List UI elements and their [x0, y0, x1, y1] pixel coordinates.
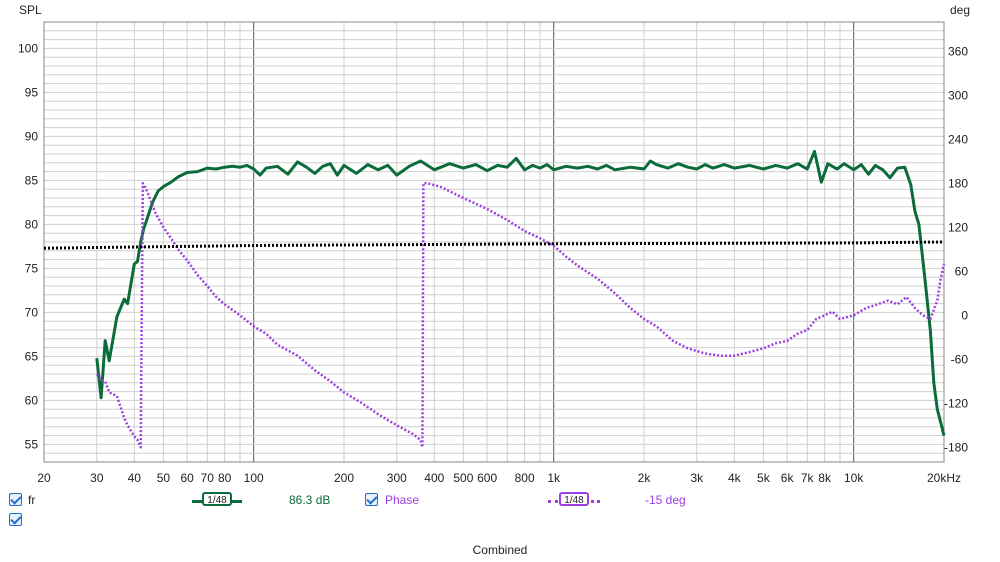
x-tick-label: 800 — [515, 471, 535, 485]
x-axis: 20 30 40 50 60 70 80 100 200 300 400 500 600 800 1k 2k 3… — [37, 471, 961, 485]
phase-series-line — [95, 182, 946, 449]
y-left-tick-label: 80 — [25, 217, 39, 231]
x-tick-label: 200 — [334, 471, 354, 485]
x-tick-label: 40 — [128, 471, 142, 485]
x-tick-label: 5k — [757, 471, 771, 485]
fr-legend-label: fr — [28, 493, 36, 507]
y-right-tick-label: -180 — [944, 440, 968, 454]
x-tick-label: 300 — [387, 471, 407, 485]
phase-checkbox[interactable] — [365, 493, 378, 506]
x-tick-label: 7k — [801, 471, 815, 485]
x-tick-label: 100 — [244, 471, 264, 485]
x-tick-label: 50 — [157, 471, 171, 485]
x-tick-label: 20 — [37, 471, 51, 485]
y-right-tick-label: -120 — [944, 396, 968, 410]
series-lines — [43, 149, 946, 449]
y-right-tick-label: 180 — [948, 176, 968, 190]
fr-series-line — [95, 149, 946, 436]
y-right-tick-label: 300 — [948, 88, 968, 102]
x-tick-label: 30 — [90, 471, 104, 485]
chart-footer-title: Combined — [472, 543, 528, 557]
x-tick-label: 70 — [201, 471, 215, 485]
y-left-tick-label: 95 — [25, 85, 39, 99]
fr-value-readout: 86.3 dB — [289, 493, 331, 507]
y-right-tick-label: 120 — [948, 220, 968, 234]
combined-checkbox[interactable] — [9, 513, 22, 526]
y-left-tick-label: 55 — [25, 437, 39, 451]
y-axis-right-label: deg — [950, 3, 970, 17]
y-right-tick-label: 360 — [948, 44, 968, 58]
y-axis-left: 55 60 65 70 75 80 85 90 95 100 — [18, 41, 38, 451]
y-left-tick-label: 75 — [25, 261, 39, 275]
x-tick-label: 6k — [781, 471, 795, 485]
y-left-tick-label: 100 — [18, 41, 38, 55]
x-tick-label: 20kHz — [927, 471, 961, 485]
y-right-tick-label: 0 — [961, 308, 968, 322]
y-axis-right: -180 -120 -60 0 60 120 180 240 300 360 — [944, 44, 968, 454]
y-left-tick-label: 90 — [25, 129, 39, 143]
x-tick-label: 3k — [690, 471, 704, 485]
x-tick-label: 4k — [728, 471, 742, 485]
y-left-tick-label: 85 — [25, 173, 39, 187]
x-tick-label: 2k — [638, 471, 652, 485]
phase-value-readout: -15 deg — [645, 493, 686, 507]
y-right-tick-label: -60 — [951, 352, 969, 366]
reference-series-line — [43, 240, 945, 250]
phase-smoothing-button[interactable]: 1/48 — [559, 492, 589, 506]
fr-checkbox[interactable] — [9, 493, 22, 506]
x-tick-label: 60 — [180, 471, 194, 485]
x-tick-label: 600 — [477, 471, 497, 485]
y-left-tick-label: 60 — [25, 393, 39, 407]
phase-legend-label: Phase — [385, 493, 420, 507]
x-tick-label: 500 — [453, 471, 473, 485]
x-tick-label: 80 — [218, 471, 232, 485]
x-tick-label: 400 — [424, 471, 444, 485]
y-left-tick-label: 70 — [25, 305, 39, 319]
y-right-tick-label: 240 — [948, 132, 968, 146]
y-right-tick-label: 60 — [955, 264, 969, 278]
x-tick-label: 1k — [547, 471, 561, 485]
x-tick-label: 10k — [844, 471, 864, 485]
y-left-tick-label: 65 — [25, 349, 39, 363]
fr-smoothing-button[interactable]: 1/48 — [202, 492, 232, 506]
y-axis-left-label: SPL — [19, 3, 42, 17]
x-tick-label: 8k — [818, 471, 832, 485]
